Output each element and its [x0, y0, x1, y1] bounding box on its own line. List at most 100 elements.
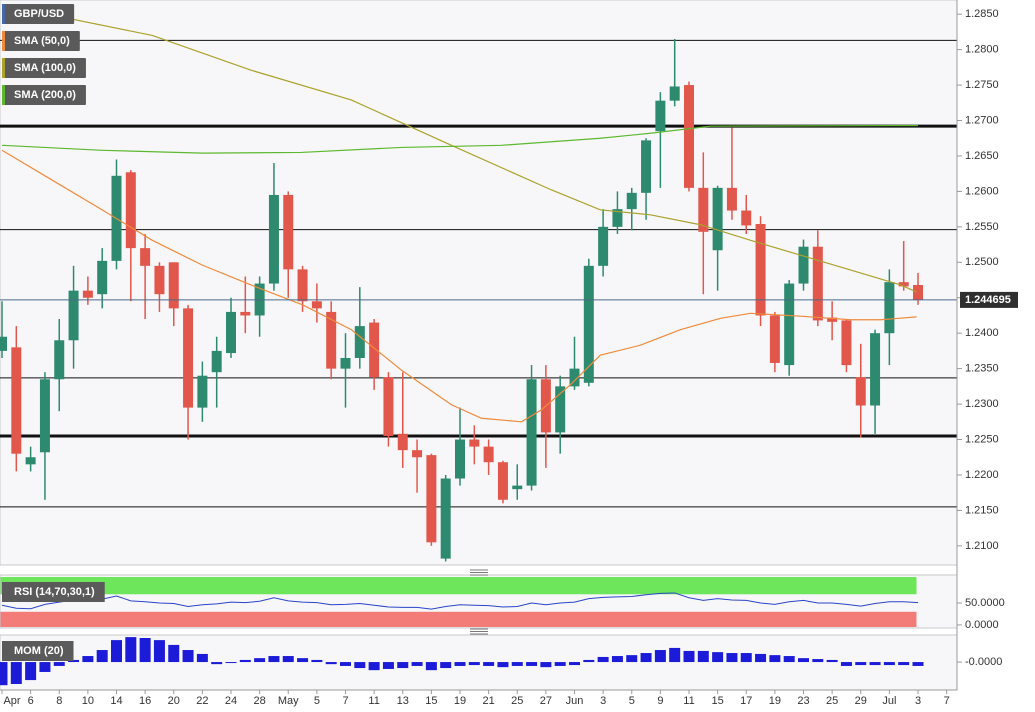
candle-body: [68, 290, 79, 341]
y-tick-label: 1.2400: [965, 327, 999, 339]
candle-body: [226, 311, 236, 354]
momentum-bar: [855, 662, 867, 666]
candle-body: [497, 462, 508, 500]
candle-body: [369, 322, 380, 378]
candle-body: [755, 224, 766, 316]
rsi-line: [1, 592, 919, 610]
momentum-bar: [125, 637, 137, 663]
x-tick-label: 7: [342, 695, 348, 707]
x-tick-label: 6: [28, 695, 34, 707]
x-tick-label: 7: [944, 695, 950, 707]
candle-body: [812, 246, 823, 321]
candle-body: [154, 265, 165, 295]
candle-body: [841, 320, 852, 366]
overlay: 1.2850 1.2800 1.2750 1.2700 1.2650 1.2600 1.25…: [0, 0, 1018, 707]
candle-body: [483, 446, 494, 463]
legend-entry[interactable]: GBP/USD: [2, 4, 75, 24]
legend-entry[interactable]: SMA (200,0): [2, 85, 86, 105]
x-tick-label: May: [278, 695, 299, 707]
momentum-bar: [382, 662, 394, 669]
momentum-bar: [683, 650, 695, 663]
candle-body: [641, 140, 652, 193]
momentum-bar: [755, 653, 767, 663]
indicator-label[interactable]: MOM (20): [2, 641, 74, 661]
candle-body: [197, 375, 208, 408]
momentum-bar: [554, 662, 566, 666]
candle-body: [469, 439, 480, 447]
candle-body: [125, 172, 136, 249]
momentum-bar: [726, 653, 738, 663]
momentum-bar: [812, 659, 824, 663]
x-tick-label: 17: [740, 695, 752, 707]
x-tick-label: 16: [139, 695, 151, 707]
momentum-bar: [611, 656, 623, 663]
momentum-bar: [368, 662, 380, 671]
momentum-bar: [268, 656, 280, 663]
momentum-bar: [840, 662, 852, 666]
x-tick-label: 9: [657, 695, 663, 707]
momentum-bar: [883, 662, 895, 666]
candle-body: [769, 315, 780, 363]
momentum-bar: [425, 662, 437, 671]
momentum-bar: [168, 644, 180, 663]
indicator-box: [2, 641, 74, 661]
legend-entry[interactable]: SMA (50,0): [2, 31, 80, 51]
x-tick-label: 11: [368, 695, 379, 707]
momentum-bar: [211, 662, 223, 665]
candle-body: [598, 226, 609, 266]
momentum-bar: [483, 662, 495, 666]
candle-body: [555, 386, 566, 433]
candle-body: [612, 209, 623, 227]
momentum-bar: [225, 662, 237, 664]
x-tick-label: 14: [110, 695, 122, 707]
last-price-box: [960, 291, 1018, 308]
momentum-bar: [111, 640, 122, 663]
legend-label: SMA (100,0): [14, 62, 76, 74]
x-tick-label: Jul: [882, 695, 896, 707]
momentum-bar: [354, 662, 366, 669]
momentum-bar: [39, 662, 51, 672]
momentum-bar: [712, 652, 724, 663]
momentum-bar: [239, 659, 251, 663]
candle-body: [25, 457, 36, 465]
candle-body: [297, 269, 308, 302]
sma-line: [1, 124, 919, 154]
x-tick-label: 23: [797, 695, 809, 707]
y-tick-label: 1.2550: [965, 221, 999, 233]
x-tick-label: 11: [683, 695, 694, 707]
candle-body: [884, 282, 895, 334]
candle-body: [97, 260, 108, 295]
candle-body: [383, 377, 394, 436]
legend-entry[interactable]: SMA (100,0): [2, 58, 86, 78]
legend-swatch: [2, 4, 5, 24]
sma-line: [1, 4, 917, 293]
indicator-label[interactable]: RSI (14,70,30,1): [2, 582, 105, 602]
x-tick-label: 19: [454, 695, 466, 707]
candle-body: [54, 340, 65, 380]
momentum-bar: [583, 659, 595, 663]
y-tick-label: 1.2200: [965, 469, 999, 481]
x-tick-label: 20: [168, 695, 180, 707]
y-tick-label: 1.2500: [965, 256, 999, 268]
candle-body: [684, 85, 694, 188]
candle-body: [326, 311, 337, 369]
candle-body: [240, 311, 251, 316]
candle-body: [526, 379, 537, 486]
momentum-bar: [497, 662, 509, 668]
panel-handle[interactable]: [470, 569, 488, 576]
legend-label: SMA (50,0): [14, 35, 70, 47]
momentum-bar: [282, 656, 294, 663]
y-tick-label: 1.2850: [965, 8, 999, 20]
legend-box: [2, 4, 75, 24]
candle-body: [168, 262, 179, 309]
candle-body: [140, 248, 151, 266]
momentum-bar: [511, 662, 523, 666]
x-tick-label: 28: [254, 695, 266, 707]
overbought-band: [0, 577, 917, 595]
panel-handle[interactable]: [470, 628, 488, 635]
candle-body: [39, 379, 50, 453]
x-tick-label: 3: [915, 695, 921, 707]
candle-body: [211, 350, 222, 373]
candle-body: [311, 301, 322, 309]
momentum-bar: [912, 662, 924, 666]
